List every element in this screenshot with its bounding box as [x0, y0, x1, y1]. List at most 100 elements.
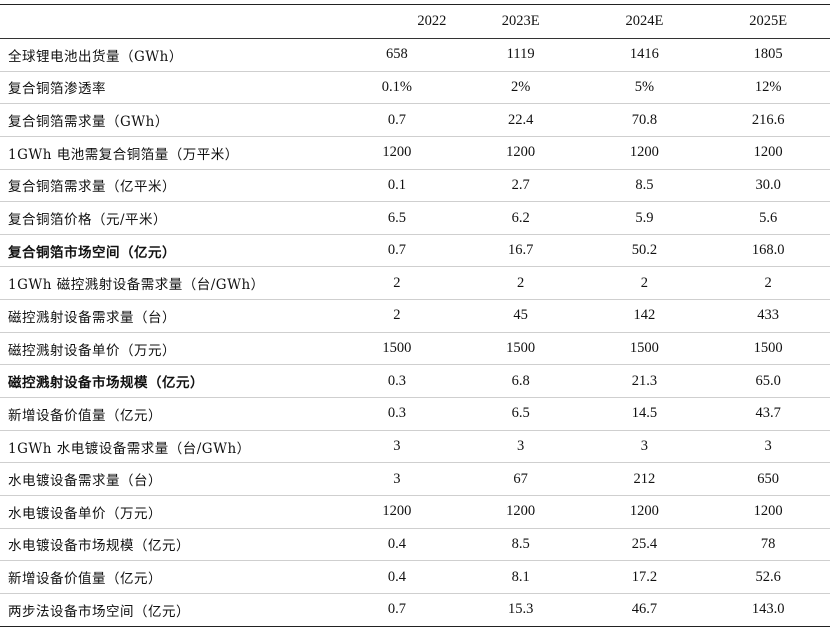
row-value-cell: 2: [393, 307, 401, 324]
row-value-cell: 46.7: [631, 601, 658, 618]
row-label: 磁控溅射设备单价（万元）: [8, 342, 176, 359]
row-value-cell: 8.5: [511, 535, 530, 552]
row-value-cell: 1200: [753, 503, 783, 520]
header-year-2024e: 2024E: [625, 13, 664, 29]
row-value-cell: 1200: [753, 144, 783, 161]
row-value-cell: 2%: [510, 78, 531, 95]
row-label: 复合铜箔需求量（GWh）: [8, 114, 169, 131]
row-value-cell: 17.2: [631, 568, 658, 585]
table-row: 水电镀设备市场规模（亿元） 0.4 8.5 25.4 78: [0, 528, 830, 561]
row-value-cell: 16.7: [507, 242, 534, 259]
row-label: 新增设备价值量（亿元）: [8, 571, 162, 588]
row-label: 复合铜箔需求量（亿平米）: [8, 179, 176, 196]
row-value-cell: 2: [517, 274, 525, 291]
row-value-cell: 65.0: [755, 372, 781, 389]
table-row: 新增设备价值量（亿元） 0.3 6.5 14.5 43.7: [0, 398, 830, 431]
row-value-cell: 0.7: [387, 601, 406, 618]
row-label: 磁控溅射设备需求量（台）: [8, 309, 176, 326]
row-value-cell: 67: [513, 470, 528, 487]
row-value-cell: 1416: [629, 46, 659, 63]
row-value-cell: 3: [393, 470, 401, 487]
table-row: 磁控溅射设备单价（万元） 1500 1500 1500 1500: [0, 332, 830, 365]
header-year-2025e: 2025E: [749, 13, 788, 29]
row-value-cell: 1500: [382, 340, 412, 357]
row-label: 复合铜箔渗透率: [8, 81, 106, 98]
row-value-cell: 1805: [753, 46, 783, 63]
row-value-cell: 433: [757, 307, 779, 324]
row-value-cell: 22.4: [507, 111, 534, 128]
table-row: 复合铜箔价格（元/平米） 6.5 6.2 5.9 5.6: [0, 202, 830, 235]
table-row: 1GWh 电池需复合铜箔量（万平米） 1200 1200 1200 1200: [0, 136, 830, 170]
row-value-cell: 14.5: [631, 405, 658, 422]
row-value-cell: 6.5: [511, 405, 530, 422]
row-label: 磁控溅射设备市场规模（亿元）: [8, 375, 204, 392]
row-value-cell: 3: [393, 438, 401, 454]
row-value-cell: 8.5: [635, 176, 654, 193]
row-value-cell: 5.9: [635, 209, 654, 226]
row-value-cell: 1500: [506, 340, 536, 357]
row-value-cell: 5.6: [759, 209, 778, 226]
row-value-cell: 52.6: [755, 568, 781, 585]
row-value-cell: 2: [764, 274, 772, 291]
row-label: 新增设备价值量（亿元）: [8, 407, 162, 424]
row-value-cell: 12%: [754, 78, 782, 95]
row-label: 全球锂电池出货量（GWh）: [8, 48, 183, 65]
table-row: 复合铜箔渗透率 0.1% 2% 5% 12%: [0, 71, 830, 104]
row-value-cell: 168.0: [751, 242, 785, 259]
row-label: 1GWh 水电镀设备需求量（台/GWh）: [8, 440, 251, 457]
row-value-cell: 1200: [382, 144, 412, 161]
row-value-cell: 21.3: [631, 372, 658, 389]
row-label: 复合铜箔价格（元/平米）: [8, 212, 168, 229]
row-value-cell: 3: [517, 438, 525, 454]
table-row: 复合铜箔需求量（亿平米） 0.1 2.7 8.5 30.0: [0, 169, 830, 202]
header-row: 2022 2023E 2024E 2025E: [0, 4, 830, 39]
row-value-cell: 143.0: [751, 601, 785, 618]
row-label: 1GWh 电池需复合铜箔量（万平米）: [8, 146, 239, 163]
row-value-cell: 0.1: [387, 176, 406, 193]
row-value-cell: 1200: [382, 503, 412, 520]
table-row: 新增设备价值量（亿元） 0.4 8.1 17.2 52.6: [0, 561, 830, 594]
row-value-cell: 6.5: [387, 209, 406, 226]
row-value-cell: 43.7: [755, 405, 781, 422]
row-value-cell: 2: [640, 274, 648, 291]
row-value-cell: 70.8: [631, 111, 658, 128]
row-value-cell: 650: [757, 470, 779, 487]
row-value-cell: 6.8: [511, 372, 530, 389]
header-year-2023e: 2023E: [501, 13, 540, 29]
row-label: 复合铜箔市场空间（亿元）: [8, 244, 176, 261]
row-value-cell: 2: [393, 274, 401, 291]
table-row: 磁控溅射设备需求量（台） 2 45 142 433: [0, 300, 830, 333]
table-row: 复合铜箔市场空间（亿元） 0.7 16.7 50.2 168.0: [0, 234, 830, 267]
row-value-cell: 1200: [629, 503, 659, 520]
row-value-cell: 0.7: [387, 242, 406, 259]
table-row: 全球锂电池出货量（GWh） 658 1119 1416 1805: [0, 39, 830, 72]
row-label: 1GWh 磁控溅射设备需求量（台/GWh）: [8, 277, 265, 294]
row-value-cell: 1200: [629, 144, 659, 161]
table-row: 1GWh 磁控溅射设备需求量（台/GWh） 2 2 2 2: [0, 267, 830, 300]
table-row: 水电镀设备需求量（台） 3 67 212 650: [0, 463, 830, 496]
table-row: 两步法设备市场空间（亿元） 0.7 15.3 46.7 143.0: [0, 593, 830, 627]
table-row: 水电镀设备单价（万元） 1200 1200 1200 1200: [0, 495, 830, 529]
forecast-table: 2022 2023E 2024E 2025E 全球锂电池出货量（GWh） 658 1…: [0, 4, 830, 627]
table-row: 复合铜箔需求量（GWh） 0.7 22.4 70.8 216.6: [0, 104, 830, 137]
row-value-cell: 30.0: [755, 176, 781, 193]
row-value-cell: 1119: [506, 46, 535, 63]
table-header: 2022 2023E 2024E 2025E: [0, 4, 830, 39]
row-value-cell: 658: [386, 46, 408, 63]
row-value-cell: 1200: [506, 144, 536, 161]
row-value-cell: 2.7: [511, 176, 530, 193]
row-value-cell: 45: [513, 307, 528, 324]
row-value-cell: 0.3: [387, 372, 406, 389]
row-value-cell: 0.3: [387, 405, 406, 422]
table-row: 磁控溅射设备市场规模（亿元） 0.3 6.8 21.3 65.0: [0, 365, 830, 398]
row-value-cell: 1500: [629, 340, 659, 357]
row-label: 水电镀设备单价（万元）: [8, 505, 162, 522]
row-value-cell: 25.4: [631, 535, 658, 552]
row-value-cell: 0.7: [387, 111, 406, 128]
header-year-2022: 2022: [417, 13, 447, 29]
row-value-cell: 0.4: [387, 535, 406, 552]
table-body: 全球锂电池出货量（GWh） 658 1119 1416 1805 复合铜箔渗透率 0.1% 2…: [0, 39, 830, 627]
row-label: 两步法设备市场空间（亿元）: [8, 603, 190, 620]
row-value-cell: 1200: [506, 503, 536, 520]
row-value-cell: 212: [633, 470, 656, 487]
